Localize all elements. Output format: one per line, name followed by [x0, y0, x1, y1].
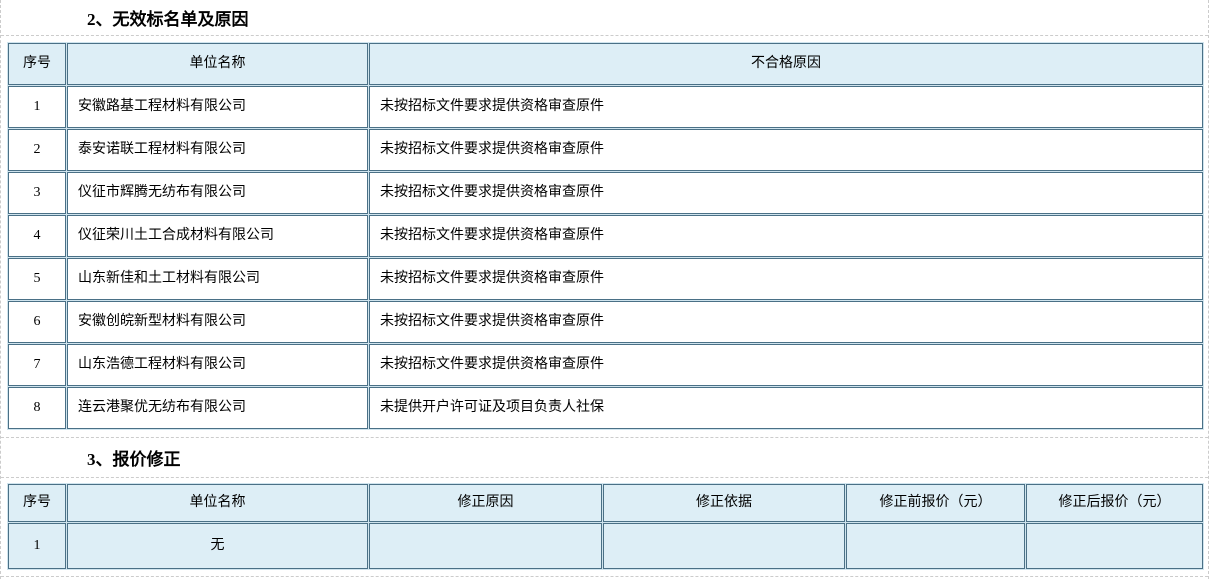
table-row: 1 无 — [8, 523, 1203, 569]
reason-cell: 未按招标文件要求提供资格审查原件 — [369, 344, 1203, 386]
section-title-invalid-bids: 2、无效标名单及原因 — [1, 0, 1208, 36]
seq-cell: 4 — [8, 215, 66, 257]
table-header-row: 序号 单位名称 修正原因 修正依据 修正前报价（元） 修正后报价（元） — [8, 484, 1203, 522]
correction-basis-cell — [603, 523, 845, 569]
reason-cell: 未按招标文件要求提供资格审查原件 — [369, 301, 1203, 343]
seq-cell: 8 — [8, 387, 66, 429]
company-cell: 仪征市辉腾无纺布有限公司 — [67, 172, 368, 214]
seq-cell: 2 — [8, 129, 66, 171]
seq-cell: 7 — [8, 344, 66, 386]
seq-cell: 3 — [8, 172, 66, 214]
company-cell: 山东浩德工程材料有限公司 — [67, 344, 368, 386]
reason-cell: 未按招标文件要求提供资格审查原件 — [369, 172, 1203, 214]
company-cell: 安徽创皖新型材料有限公司 — [67, 301, 368, 343]
table-row: 8 连云港聚优无纺布有限公司 未提供开户许可证及项目负责人社保 — [8, 387, 1203, 429]
price-before-header: 修正前报价（元） — [846, 484, 1025, 522]
company-cell: 无 — [67, 523, 368, 569]
price-before-cell — [846, 523, 1025, 569]
bottom-separator — [1, 573, 1208, 577]
table-row: 3 仪征市辉腾无纺布有限公司 未按招标文件要求提供资格审查原件 — [8, 172, 1203, 214]
company-cell: 连云港聚优无纺布有限公司 — [67, 387, 368, 429]
seq-header: 序号 — [8, 43, 66, 85]
reason-cell: 未按招标文件要求提供资格审查原件 — [369, 215, 1203, 257]
reason-header: 不合格原因 — [369, 43, 1203, 85]
table-row: 4 仪征荣川土工合成材料有限公司 未按招标文件要求提供资格审查原件 — [8, 215, 1203, 257]
section-title-text: 3、报价修正 — [87, 450, 181, 469]
table-row: 7 山东浩德工程材料有限公司 未按招标文件要求提供资格审查原件 — [8, 344, 1203, 386]
seq-header: 序号 — [8, 484, 66, 522]
correction-basis-header: 修正依据 — [603, 484, 845, 522]
table-row: 1 安徽路基工程材料有限公司 未按招标文件要求提供资格审查原件 — [8, 86, 1203, 128]
company-cell: 山东新佳和土工材料有限公司 — [67, 258, 368, 300]
correction-reason-header: 修正原因 — [369, 484, 602, 522]
company-cell: 仪征荣川土工合成材料有限公司 — [67, 215, 368, 257]
seq-cell: 1 — [8, 523, 66, 569]
company-cell: 泰安诺联工程材料有限公司 — [67, 129, 368, 171]
seq-cell: 1 — [8, 86, 66, 128]
price-after-cell — [1026, 523, 1203, 569]
reason-cell: 未按招标文件要求提供资格审查原件 — [369, 86, 1203, 128]
invalid-bids-table: 序号 单位名称 不合格原因 1 安徽路基工程材料有限公司 未按招标文件要求提供资… — [7, 42, 1204, 430]
company-header: 单位名称 — [67, 484, 368, 522]
company-cell: 安徽路基工程材料有限公司 — [67, 86, 368, 128]
section-title-price-correction: 3、报价修正 — [1, 437, 1208, 478]
table-row: 5 山东新佳和土工材料有限公司 未按招标文件要求提供资格审查原件 — [8, 258, 1203, 300]
price-after-header: 修正后报价（元） — [1026, 484, 1203, 522]
reason-cell: 未按招标文件要求提供资格审查原件 — [369, 129, 1203, 171]
reason-cell: 未提供开户许可证及项目负责人社保 — [369, 387, 1203, 429]
company-header: 单位名称 — [67, 43, 368, 85]
correction-reason-cell — [369, 523, 602, 569]
reason-cell: 未按招标文件要求提供资格审查原件 — [369, 258, 1203, 300]
seq-cell: 6 — [8, 301, 66, 343]
table-row: 2 泰安诺联工程材料有限公司 未按招标文件要求提供资格审查原件 — [8, 129, 1203, 171]
table-row: 6 安徽创皖新型材料有限公司 未按招标文件要求提供资格审查原件 — [8, 301, 1203, 343]
seq-cell: 5 — [8, 258, 66, 300]
table-header-row: 序号 单位名称 不合格原因 — [8, 43, 1203, 85]
price-correction-table: 序号 单位名称 修正原因 修正依据 修正前报价（元） 修正后报价（元） 1 无 — [7, 483, 1204, 570]
section-title-text: 2、无效标名单及原因 — [87, 10, 249, 29]
